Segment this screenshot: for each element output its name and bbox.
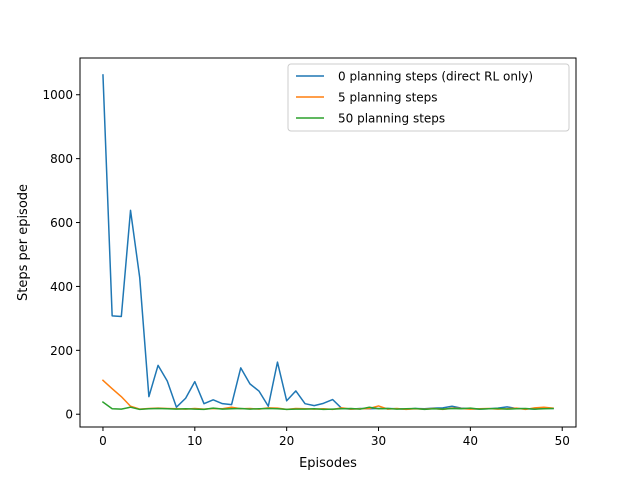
x-axis: 0 10 20 30 40 50 — [99, 427, 570, 448]
plot-frame — [79, 57, 577, 428]
legend-label-1: 5 planning steps — [338, 91, 438, 105]
legend-frame — [287, 63, 570, 132]
y-tick-label: 800 — [50, 152, 73, 166]
series-layer — [101, 74, 554, 411]
y-tick-label: 400 — [50, 280, 73, 294]
legend: 0 planning steps (direct RL only) 5 plann… — [287, 63, 570, 132]
y-tick-label: 1000 — [42, 88, 73, 102]
x-axis-label: Episodes — [299, 456, 357, 471]
y-tick-label: 0 — [65, 408, 73, 422]
legend-label-2: 50 planning steps — [338, 112, 445, 126]
y-tick-label: 600 — [50, 216, 73, 230]
y-tick-label: 200 — [50, 344, 73, 358]
x-tick-label: 0 — [99, 434, 107, 448]
x-tick-label: 30 — [371, 434, 386, 448]
series-line-2 — [101, 401, 554, 411]
x-tick-label: 20 — [279, 434, 294, 448]
x-tick-label: 10 — [187, 434, 202, 448]
legend-label-0: 0 planning steps (direct RL only) — [338, 70, 533, 84]
x-tick-label: 40 — [463, 434, 478, 448]
y-axis-label: Steps per episode — [16, 184, 31, 301]
y-axis: 0 200 400 600 800 1000 — [42, 88, 80, 422]
x-tick-label: 50 — [555, 434, 570, 448]
